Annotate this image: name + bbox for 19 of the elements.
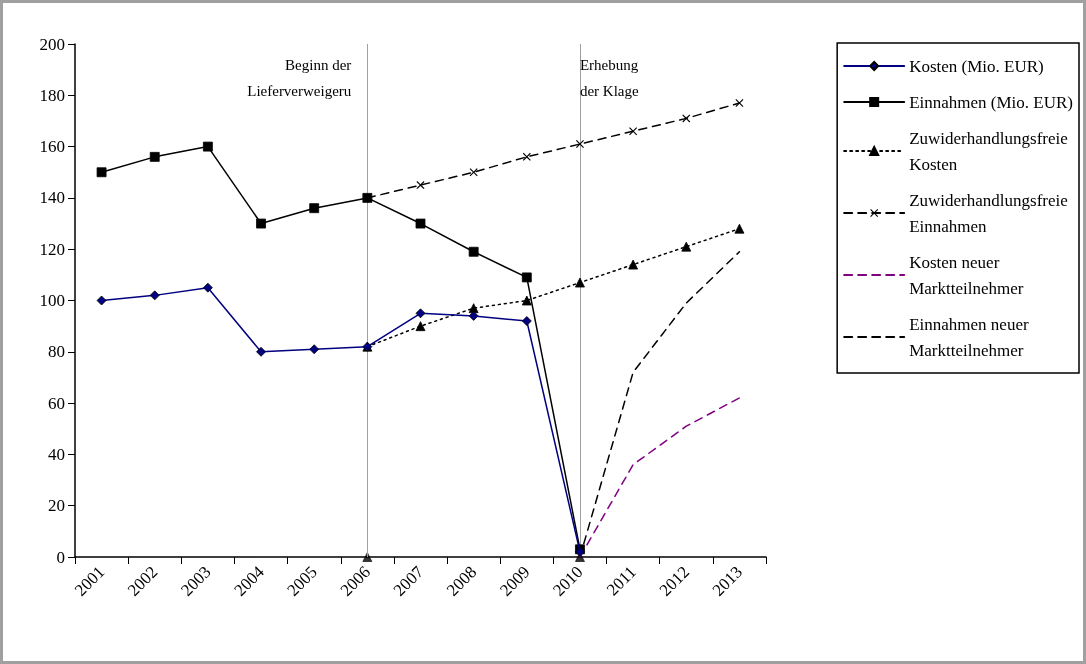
ref-line-label: Erhebung der Klage xyxy=(579,57,640,99)
legend-label: Zuwiderhandlungsfreie Einnahmen xyxy=(909,190,1068,236)
legend-label: Kosten neuer Marktteilnehmer xyxy=(909,252,1024,298)
y-tick-label: 140 xyxy=(39,188,65,208)
y-tick-label: 60 xyxy=(48,393,65,413)
y-tick-label: 20 xyxy=(48,496,65,516)
y-tick-label: 0 xyxy=(56,547,65,567)
y-tick-label: 200 xyxy=(39,34,65,54)
legend-label: Einnahmen neuer Marktteilnehmer xyxy=(909,314,1029,360)
legend-label: Kosten (Mio. EUR) xyxy=(909,56,1044,76)
y-tick-label: 180 xyxy=(39,85,65,105)
y-tick-label: 80 xyxy=(48,342,65,362)
y-tick-label: 100 xyxy=(39,291,65,310)
legend-label: Einnahmen (Mio. EUR) xyxy=(909,92,1074,112)
y-tick-label: 160 xyxy=(39,137,65,157)
y-tick-label: 120 xyxy=(39,239,65,259)
legend-label: Zuwiderhandlungsfreie Kosten xyxy=(909,128,1068,174)
ref-line-label: Beginn der Lieferverweigeru xyxy=(247,57,352,99)
y-tick-label: 40 xyxy=(48,444,65,464)
